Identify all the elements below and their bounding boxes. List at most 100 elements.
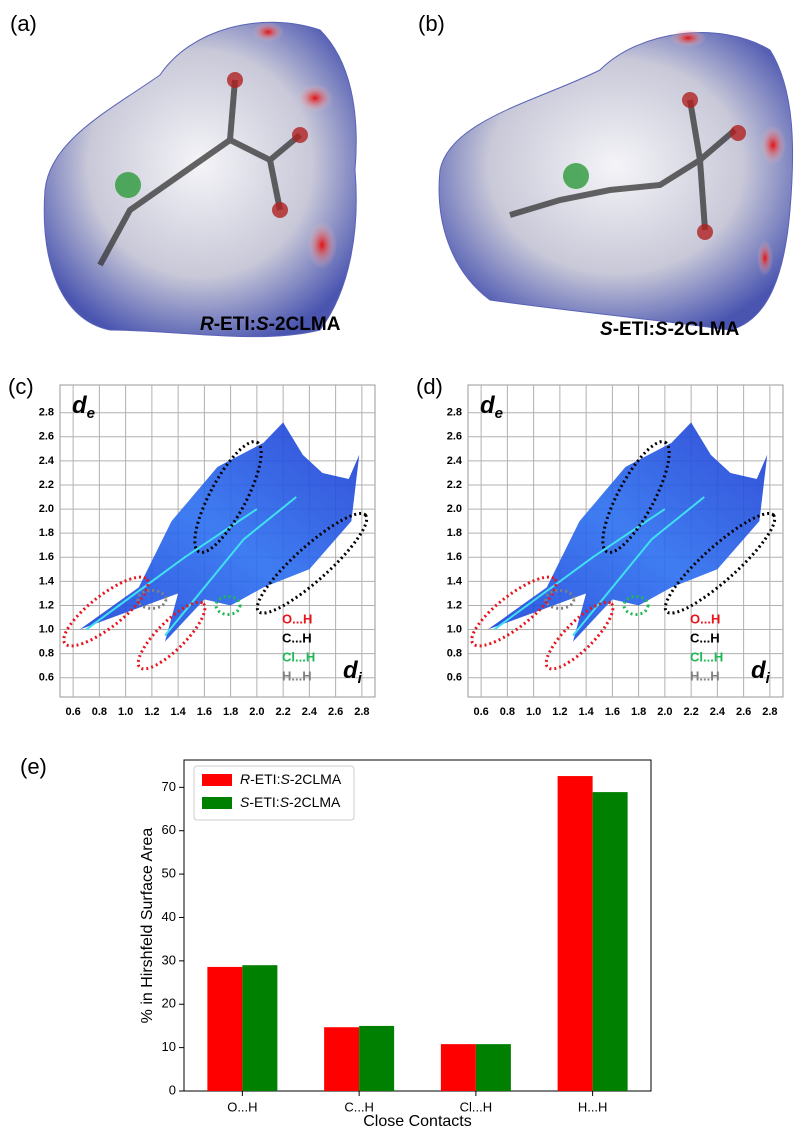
y-tick-label: 10 [162, 1039, 176, 1054]
legend-entry: H...H [690, 668, 720, 683]
legend-entry-part: -2CLMA [290, 771, 342, 787]
axis-label-base: d [72, 392, 88, 419]
x-tick-label: 0.8 [500, 706, 515, 718]
figure: (a)R-ETI:S-2CLMA(b)S-ETI:S-2CLMA(c)0.60.… [0, 0, 811, 1133]
legend-entry: S-ETI:S-2CLMA [240, 794, 341, 810]
legend-swatch [202, 797, 232, 809]
legend-swatch [202, 774, 232, 786]
caption-part: R [200, 314, 214, 335]
y-tick-label: 1.4 [39, 575, 55, 587]
y-tick-label: 1.0 [447, 623, 462, 635]
x-tick-label: 2.0 [657, 706, 672, 718]
x-tick-label: 2.2 [683, 706, 698, 718]
legend-entry-part: -2CLMA [289, 794, 341, 810]
axis-label-base: d [343, 657, 359, 684]
x-tick-label: 1.6 [197, 706, 212, 718]
caption-part: -ETI: [613, 319, 655, 340]
x-tick-label: 0.8 [92, 706, 107, 718]
y-tick-label: 30 [162, 952, 176, 967]
bar [324, 1027, 359, 1091]
legend-entry: H...H [282, 668, 312, 683]
y-tick-label: 1.6 [39, 551, 54, 563]
x-tick-label: 1.4 [170, 706, 186, 718]
bar [558, 776, 593, 1091]
x-tick-label: 2.0 [249, 706, 264, 718]
x-tick-label: 1.0 [118, 706, 133, 718]
y-tick-label: 0.8 [39, 648, 54, 660]
x-tick-label: 1.8 [223, 706, 238, 718]
y-tick-label: 1.6 [447, 551, 462, 563]
y-tick-label: 50 [162, 866, 176, 881]
y-tick-label: 2.4 [39, 455, 55, 467]
surface-a [44, 22, 356, 337]
y-tick-label: 0 [169, 1082, 176, 1097]
y-tick-label: 2.2 [39, 479, 54, 491]
x-tick-label: O...H [227, 1099, 257, 1114]
y-tick-label: 2.6 [447, 431, 462, 443]
x-tick-label: 2.4 [302, 706, 318, 718]
axis-label-sub: e [495, 405, 503, 422]
x-tick-label: 2.6 [736, 706, 751, 718]
y-tick-label: 2.6 [39, 431, 54, 443]
y-axis-label: % in Hirshfeld Surface Area [139, 828, 156, 1024]
legend-entry-part: -ETI: [250, 771, 280, 787]
x-tick-label: 0.6 [65, 706, 80, 718]
x-tick-label: 1.2 [552, 706, 567, 718]
legend-entry: Cl...H [690, 649, 723, 664]
x-tick-label: 1.2 [144, 706, 159, 718]
y-tick-label: 2.0 [39, 503, 54, 515]
x-tick-label: 2.4 [710, 706, 726, 718]
y-tick-label: 60 [162, 822, 176, 837]
axis-label-base: d [480, 392, 496, 419]
x-tick-label: Cl...H [460, 1099, 493, 1114]
y-tick-label: 0.6 [447, 672, 462, 684]
y-tick-label: 2.4 [447, 455, 463, 467]
bar [207, 967, 242, 1091]
y-tick-label: 1.4 [447, 575, 463, 587]
caption: S-ETI:S-2CLMA [600, 319, 740, 340]
y-tick-label: 20 [162, 996, 176, 1011]
y-tick-label: 1.8 [447, 527, 462, 539]
x-tick-label: H...H [578, 1099, 608, 1114]
legend-entry-part: R [240, 771, 250, 787]
x-tick-label: 1.8 [631, 706, 646, 718]
panel-label: (c) [8, 374, 34, 399]
axis-label-base: d [751, 657, 767, 684]
y-tick-label: 70 [162, 779, 176, 794]
legend-entry: R-ETI:S-2CLMA [240, 771, 342, 787]
bar [476, 1044, 511, 1091]
legend-entry: O...H [282, 611, 312, 626]
x-axis-label: Close Contacts [363, 1113, 472, 1130]
x-tick-label: 0.6 [473, 706, 488, 718]
y-tick-label: 1.0 [39, 623, 54, 635]
caption: R-ETI:S-2CLMA [200, 314, 341, 335]
legend-entry: C...H [690, 630, 720, 645]
y-tick-label: 1.8 [39, 527, 54, 539]
bar [242, 965, 277, 1091]
y-tick-label: 1.2 [447, 599, 462, 611]
x-tick-label: 1.0 [526, 706, 541, 718]
caption-part: S [655, 319, 668, 340]
legend-entry-part: -ETI: [249, 794, 279, 810]
y-tick-label: 0.8 [447, 648, 462, 660]
legend-entry: C...H [282, 630, 312, 645]
y-tick-label: 1.2 [39, 599, 54, 611]
x-tick-label: 2.6 [328, 706, 343, 718]
y-tick-label: 40 [162, 909, 176, 924]
panel-label: (d) [416, 374, 443, 399]
axis-label-sub: e [87, 405, 95, 422]
panel-label: (e) [20, 754, 47, 779]
y-tick-label: 2.8 [39, 407, 54, 419]
y-tick-label: 2.2 [447, 479, 462, 491]
bar [441, 1044, 476, 1091]
panel-label: (a) [10, 11, 37, 36]
y-tick-label: 0.6 [39, 672, 54, 684]
bar [593, 792, 628, 1091]
caption-part: -ETI: [214, 314, 256, 335]
caption-part: -2CLMA [269, 314, 341, 335]
x-tick-label: 1.4 [578, 706, 594, 718]
x-tick-label: C...H [344, 1099, 374, 1114]
x-tick-label: 2.2 [275, 706, 290, 718]
x-tick-label: 2.8 [354, 706, 369, 718]
x-tick-label: 1.6 [605, 706, 620, 718]
